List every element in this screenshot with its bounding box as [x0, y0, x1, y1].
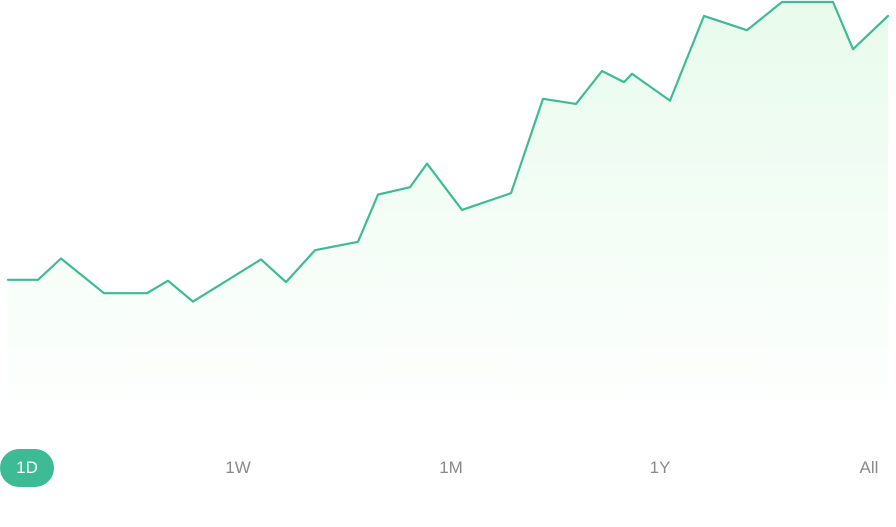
data-point: [407, 184, 413, 190]
data-point: [355, 239, 361, 245]
data-point: [101, 290, 107, 296]
data-point: [258, 256, 264, 262]
data-point: [375, 192, 381, 198]
data-point: [629, 71, 635, 77]
chart-plot-area: [5, 0, 891, 430]
data-point: [144, 290, 150, 296]
data-point: [701, 13, 707, 19]
data-point: [885, 13, 891, 19]
data-point: [599, 68, 605, 74]
data-point: [424, 161, 430, 167]
data-point: [165, 278, 171, 284]
area-fill: [8, 2, 888, 430]
data-point: [850, 46, 856, 52]
price-chart: [5, 0, 891, 430]
data-point: [35, 277, 41, 283]
data-point: [573, 101, 579, 107]
range-1d-button[interactable]: 1D: [0, 449, 54, 487]
data-point: [667, 98, 673, 104]
range-1w-button[interactable]: 1W: [225, 458, 251, 477]
data-point: [58, 256, 64, 262]
data-point: [744, 27, 750, 33]
range-all-button[interactable]: All: [859, 458, 879, 477]
data-point: [312, 247, 318, 253]
data-point: [190, 299, 196, 305]
data-point: [540, 96, 546, 102]
time-range-selector: 1D 1W 1M 1Y All: [0, 449, 896, 487]
series-line: [6, 0, 890, 303]
data-point: [508, 190, 514, 196]
data-point: [621, 79, 627, 85]
range-1y-button[interactable]: 1Y: [649, 458, 671, 477]
data-point: [5, 277, 11, 283]
data-point: [459, 207, 465, 213]
range-1m-button[interactable]: 1M: [439, 458, 463, 477]
data-point: [283, 279, 289, 285]
